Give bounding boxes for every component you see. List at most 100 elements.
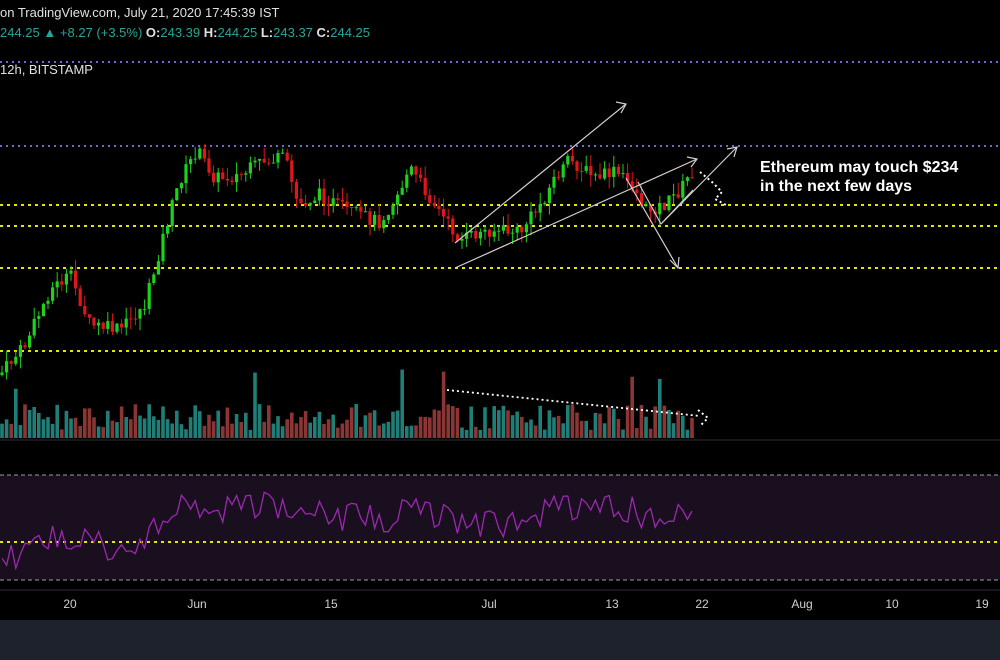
candle-body: [354, 207, 358, 209]
candle-body: [667, 195, 671, 211]
candle-body: [308, 203, 312, 206]
open-value: 243.39: [160, 25, 201, 40]
volume-bar: [653, 406, 657, 438]
candle-body: [649, 203, 653, 212]
candle-body: [198, 148, 202, 159]
candle-body: [672, 194, 676, 196]
volume-bar: [593, 412, 598, 438]
candle-body: [557, 176, 561, 178]
candle-body: [442, 208, 446, 217]
volume-bar: [648, 428, 653, 438]
candle-body: [106, 321, 110, 329]
volume-bar: [308, 422, 312, 438]
candle-body: [32, 318, 36, 336]
candle-body: [304, 203, 308, 206]
candle-body: [216, 172, 220, 183]
publish-line: on TradingView.com, July 21, 2020 17:45:…: [0, 5, 280, 20]
volume-bar: [478, 429, 483, 438]
volume-bar: [4, 419, 9, 438]
candle-body: [469, 230, 473, 233]
candle-body: [41, 303, 45, 317]
volume-bar: [225, 407, 230, 438]
candle-body: [248, 162, 252, 174]
candle-body: [520, 226, 524, 233]
annotation-line-2: in the next few days: [760, 178, 913, 195]
candle-body: [46, 300, 50, 304]
volume-bar: [257, 404, 262, 438]
close-value: 244.25: [330, 25, 371, 40]
candle-body: [276, 153, 280, 163]
volume-bar: [529, 419, 533, 438]
candle-body: [267, 162, 271, 164]
candle-body: [92, 317, 96, 326]
open-label: O:: [145, 25, 161, 40]
volume-bar: [32, 407, 36, 438]
candle-body: [156, 261, 160, 275]
candle-body: [662, 202, 666, 211]
volume-bar: [630, 376, 634, 438]
volume-bar: [671, 423, 676, 438]
candle-body: [497, 230, 501, 232]
candle-body: [580, 170, 584, 172]
candle-body: [552, 176, 556, 188]
candle-body: [120, 323, 124, 328]
wedge-arrowhead: [726, 146, 738, 158]
volume-bar: [331, 414, 335, 438]
volume-bar: [216, 410, 220, 438]
annotation-line-1: Ethereum may touch $234: [760, 159, 959, 176]
x-tick-label: 19: [975, 597, 989, 611]
candle-body: [492, 231, 496, 237]
volume-bar: [460, 427, 464, 438]
candle-body: [101, 322, 105, 329]
volume-bar: [267, 405, 271, 438]
volume-bar: [152, 416, 156, 438]
candle-body: [566, 156, 570, 165]
volume-bar: [644, 416, 648, 438]
volume-bar: [386, 421, 391, 438]
candle-body: [501, 225, 505, 231]
volume-bar: [124, 417, 128, 438]
volume-bar: [64, 410, 69, 438]
volume-bar: [455, 408, 460, 438]
volume-bar: [248, 429, 253, 438]
candle-body: [212, 172, 216, 183]
volume-bar: [262, 421, 266, 438]
volume-bar: [584, 420, 588, 438]
volume-bar: [244, 412, 248, 438]
volume-bar: [322, 424, 326, 438]
low-label: L:: [260, 25, 274, 40]
volume-bar: [533, 425, 538, 438]
symbol-info: 12h, BITSTAMP: [0, 62, 93, 77]
candle-body: [538, 204, 542, 213]
volume-bar: [409, 425, 414, 438]
candle-body: [681, 180, 685, 198]
volume-bar: [547, 410, 552, 438]
volume-bar: [37, 413, 41, 438]
volume-bar: [566, 405, 570, 438]
volume-bar: [432, 409, 437, 438]
candle-body: [391, 204, 395, 215]
volume-bar: [359, 426, 363, 438]
candle-body: [428, 195, 432, 203]
candle-body: [207, 158, 211, 173]
candle-body: [64, 273, 68, 285]
ohlc-line: 244.25 ▲ +8.27 (+3.5%) O:243.39 H:244.25…: [0, 24, 370, 41]
candle-body: [299, 198, 303, 204]
candle-body: [55, 281, 59, 288]
candle-body: [506, 225, 510, 234]
volume-bar: [501, 405, 506, 438]
candle-body: [658, 202, 662, 215]
volume-bar: [377, 425, 381, 438]
volume-bar: [515, 411, 519, 438]
candle-body: [239, 174, 243, 176]
candle-body: [543, 203, 547, 205]
candle-body: [465, 232, 469, 239]
candle-body: [74, 270, 78, 289]
candle-body: [184, 164, 188, 184]
candle-body: [488, 229, 492, 237]
candle-body: [382, 220, 386, 229]
candle-body: [603, 168, 607, 179]
volume-bar: [538, 405, 542, 438]
volume-bar: [294, 423, 299, 438]
candle-body: [23, 345, 27, 348]
